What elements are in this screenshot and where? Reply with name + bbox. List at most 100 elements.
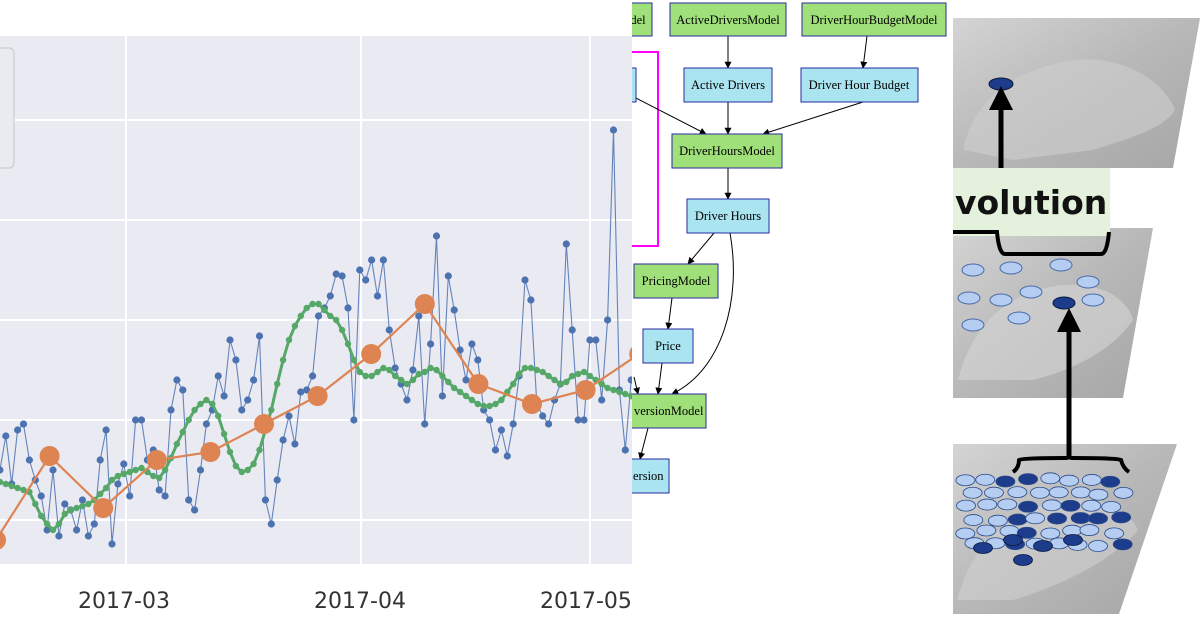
rolling-point (61, 510, 68, 518)
daily-point (114, 480, 122, 488)
node-label: ActiveDriversModel (676, 13, 780, 27)
rolling-point (0, 478, 4, 486)
rolling-point (397, 376, 405, 384)
rolling-point (586, 372, 594, 380)
legend-box (0, 47, 15, 169)
weekly-point (200, 442, 221, 462)
rolling-point (73, 504, 80, 512)
activation-point (1052, 296, 1076, 310)
rolling-point (150, 472, 157, 480)
weekly-point (468, 374, 489, 394)
daily-point (196, 466, 205, 474)
convolution-canvas: volution (953, 18, 1200, 614)
daily-point (621, 446, 629, 454)
rolling-point (333, 316, 340, 324)
activation-point (987, 514, 1008, 527)
bottom-layer-points (955, 472, 1134, 566)
x-tick-label: 2017-03 (78, 589, 170, 614)
weekly-point (39, 446, 60, 466)
node-label: del (632, 13, 646, 27)
daily-point (226, 336, 234, 344)
daily-point (2, 432, 10, 440)
daily-point (55, 532, 63, 540)
rolling-point (191, 406, 198, 414)
daily-point (232, 356, 240, 364)
rolling-point (250, 460, 257, 468)
rolling-point (628, 392, 632, 400)
daily-point (450, 306, 458, 314)
rolling-point (574, 370, 582, 378)
daily-point (314, 312, 323, 320)
activation-point (961, 263, 985, 277)
daily-point (403, 396, 411, 404)
rolling-point (309, 300, 316, 308)
graph-node-driver-hours-model: DriverHoursModel (671, 133, 783, 169)
weekly-point (629, 347, 632, 361)
node-box (669, 2, 787, 37)
rolling-point (386, 366, 393, 374)
node-label: Price (655, 339, 681, 353)
daily-point (291, 440, 299, 448)
weekly-point (254, 414, 274, 434)
daily-point (545, 420, 553, 428)
daily-point (285, 412, 293, 420)
daily-point (14, 426, 22, 434)
plot-area (0, 36, 632, 564)
activation-point (1088, 512, 1108, 525)
activation-point (955, 474, 976, 487)
activation-point (1040, 472, 1061, 485)
daily-point (191, 506, 199, 514)
graph-node-conversion: ersion (632, 458, 670, 494)
daily-point (562, 240, 570, 248)
graph-node-highlight-cropped (632, 67, 637, 103)
daily-point (238, 406, 246, 414)
daily-point (385, 326, 393, 334)
activation-point (1070, 512, 1091, 524)
daily-point (391, 364, 399, 372)
rolling-point (138, 464, 145, 472)
rolling-point (285, 336, 293, 344)
activation-point (1112, 538, 1133, 551)
node-box (671, 133, 783, 169)
weekly-point (575, 380, 596, 400)
weekly-point (146, 450, 167, 470)
rolling-point (409, 376, 417, 384)
node-box (632, 67, 637, 103)
rolling-point (415, 370, 422, 378)
weekly-point (0, 530, 6, 550)
activation-point (976, 524, 997, 537)
rolling-point (179, 428, 186, 436)
node-box (632, 393, 707, 429)
activation-point (1003, 534, 1023, 546)
activation-point (1063, 534, 1083, 546)
rolling-point (327, 312, 334, 320)
horizontal-gridlines (0, 119, 632, 621)
weekly-point (307, 386, 328, 406)
rolling-point (43, 520, 51, 528)
node-label: PricingModel (642, 274, 711, 288)
daily-point (609, 126, 618, 134)
activation-point (1007, 513, 1028, 526)
daily-point (568, 326, 576, 334)
edge (633, 376, 640, 395)
weekly-point (93, 498, 114, 518)
rolling-point (368, 372, 375, 380)
edge (655, 362, 663, 395)
daily-point (598, 396, 606, 404)
rolling-point (356, 368, 363, 376)
daily-point (592, 336, 600, 344)
activation-point (1047, 512, 1067, 525)
activation-point (1007, 311, 1031, 325)
activation-point (1016, 526, 1037, 539)
activation-point (1018, 500, 1038, 513)
graph-canvas: del ActiveDriversModel DriverHourBudgetM… (632, 2, 947, 494)
daily-point (90, 520, 98, 528)
graph-node-price: Price (642, 328, 694, 364)
rolling-point (456, 388, 464, 396)
daily-point (338, 272, 346, 280)
activation-point (1081, 499, 1102, 512)
daily-point (332, 270, 340, 278)
rolling-point (55, 520, 63, 528)
daily-point (491, 446, 500, 454)
activation-point (956, 499, 976, 512)
